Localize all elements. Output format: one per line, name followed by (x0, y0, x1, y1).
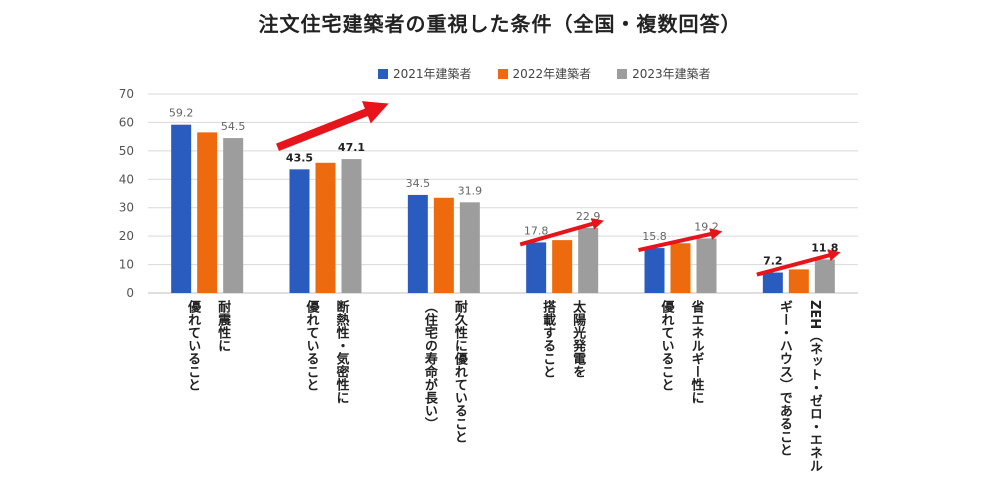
legend-item-2021: 2021年建築者 (378, 65, 472, 82)
y-tick-label: 40 (119, 172, 134, 186)
bar-2022年建築者 (670, 243, 691, 293)
y-tick-label: 20 (119, 229, 134, 243)
data-label: 54.5 (221, 120, 246, 133)
data-label: 43.5 (286, 151, 313, 164)
legend-swatch-2022 (497, 68, 508, 79)
legend-item-2022: 2022年建築者 (497, 65, 592, 82)
bar-2023年建築者 (814, 259, 835, 293)
y-tick-label: 10 (119, 258, 134, 272)
bar-2021年建築者 (289, 169, 310, 293)
data-label: 31.9 (458, 184, 483, 197)
data-label: 34.5 (406, 177, 431, 190)
bar-2023年建築者 (578, 227, 599, 293)
legend-item-2023: 2023年建築者 (617, 65, 711, 82)
y-tick-label: 30 (119, 201, 134, 215)
data-label: 17.8 (524, 224, 549, 237)
bar-2021年建築者 (171, 124, 192, 294)
bar-2021年建築者 (762, 272, 783, 293)
bar-2022年建築者 (433, 197, 454, 293)
bar-2022年建築者 (788, 269, 809, 293)
x-category-label: 耐震性に 優れていること (185, 300, 231, 391)
x-category-label: 省エネルギー性に 優れていること (658, 300, 704, 404)
trend-arrow (276, 101, 389, 152)
legend-label-2021: 2021年建築者 (393, 67, 472, 81)
trend-arrow (638, 228, 723, 253)
bar-2021年建築者 (407, 194, 428, 293)
data-label: 7.2 (763, 255, 783, 268)
bar-2023年建築者 (459, 202, 480, 293)
legend-swatch-2021 (378, 68, 388, 79)
bar-2023年建築者 (341, 159, 362, 293)
chart-title: 注文住宅建築者の重視した条件（全国・複数回答） (258, 12, 742, 36)
legend-label-2022: 2022年建築者 (512, 67, 592, 81)
x-category-label: ZEH（ネット・ゼロ・エネル ギー・ハウス）であること (776, 300, 822, 473)
x-category-label: 耐久性に優れていること （住宅の寿命が長い） (421, 300, 467, 443)
y-tick-label: 50 (119, 144, 134, 158)
data-label: 47.1 (338, 141, 365, 154)
data-label: 59.2 (169, 107, 194, 120)
bar-2023年建築者 (696, 238, 717, 293)
bar-2021年建築者 (526, 242, 547, 293)
bar-2022年建築者 (552, 240, 573, 293)
bar-2023年建築者 (223, 138, 244, 293)
x-category-label: 断熱性・気密性に 優れていること (303, 300, 349, 404)
legend: 2021年建築者 2022年建築者 2023年建築者 (378, 65, 711, 82)
bar-2021年建築者 (644, 248, 665, 293)
y-tick-label: 0 (126, 286, 134, 300)
trend-arrow (756, 249, 841, 277)
legend-swatch-2023 (617, 68, 628, 79)
x-category-label: 太陽光発電を 搭載すること (540, 300, 586, 378)
bar-2022年建築者 (197, 132, 218, 293)
y-tick-label: 70 (119, 87, 134, 101)
y-tick-label: 60 (119, 115, 134, 129)
data-label: 15.8 (642, 230, 667, 243)
legend-label-2023: 2023年建築者 (632, 67, 711, 81)
trend-arrow (519, 218, 604, 247)
bar-2022年建築者 (315, 162, 336, 293)
